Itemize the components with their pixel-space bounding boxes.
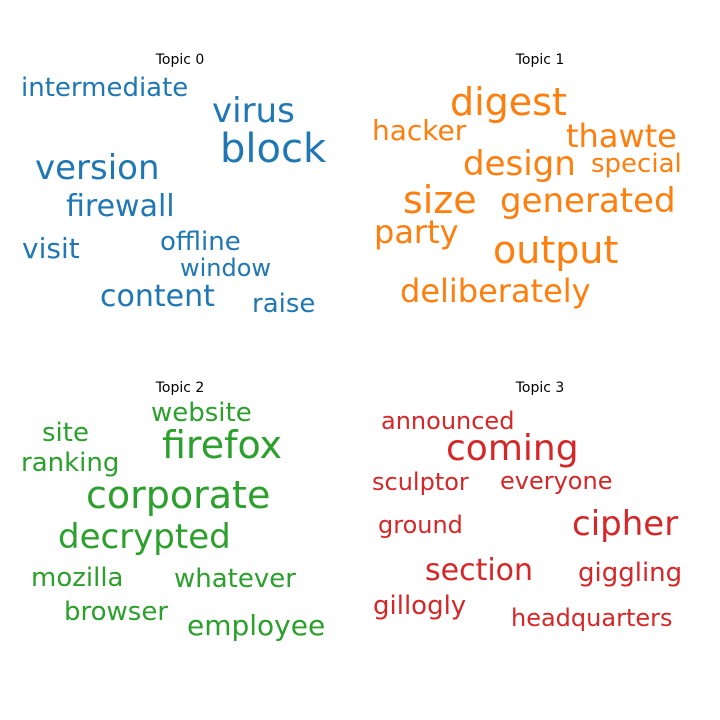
topic-2-word-browser: browser	[64, 597, 169, 627]
topic-2-word-ranking: ranking	[21, 448, 120, 478]
topic-0-word-window: window	[180, 254, 272, 282]
topic-2-title: Topic 2	[155, 380, 205, 396]
topic-3-word-ground: ground	[378, 511, 463, 539]
topic-3-word-everyone: everyone	[500, 467, 613, 495]
topic-0-word-visit: visit	[22, 232, 80, 265]
topic-0-word-firewall: firewall	[66, 189, 175, 224]
topic-1-word-output: output	[493, 228, 619, 272]
topic-0-word-raise: raise	[252, 289, 316, 319]
topic-0-title: Topic 0	[155, 52, 205, 68]
topic-1-panel: Topic 1 digest output size generated des…	[360, 0, 720, 360]
topic-0-word-virus: virus	[212, 91, 295, 131]
topic-3-word-headquarters: headquarters	[511, 604, 673, 632]
topic-1-word-size: size	[403, 178, 477, 222]
topic-0-word-content: content	[100, 279, 215, 314]
topic-2-word-employee: employee	[187, 609, 326, 642]
topic-1-word-thawte: thawte	[566, 117, 677, 155]
topic-0-word-intermediate: intermediate	[21, 73, 189, 103]
topic-3-word-cipher: cipher	[572, 504, 679, 544]
topic-1-word-generated: generated	[500, 181, 676, 221]
topic-2-word-whatever: whatever	[174, 564, 296, 594]
topic-2-word-decrypted: decrypted	[58, 517, 231, 557]
topic-1-word-design: design	[463, 144, 576, 184]
topic-3-title: Topic 3	[515, 380, 565, 396]
topic-2-panel: Topic 2 corporate firefox decrypted what…	[0, 360, 360, 720]
topic-1-word-hacker: hacker	[372, 114, 467, 147]
topic-0-word-block: block	[220, 126, 327, 172]
topic-2-word-website: website	[151, 398, 252, 428]
topic-3-word-coming: coming	[446, 428, 579, 469]
topic-3-panel: Topic 3 coming cipher section sculptor e…	[360, 360, 720, 720]
topic-3-word-sculptor: sculptor	[372, 468, 469, 496]
topic-3-word-giggling: giggling	[578, 558, 683, 588]
topic-1-word-deliberately: deliberately	[400, 272, 591, 310]
topic-1-word-party: party	[374, 213, 459, 251]
topic-2-word-mozilla: mozilla	[31, 563, 124, 593]
topic-1-word-digest: digest	[450, 80, 567, 124]
topic-2-word-corporate: corporate	[86, 473, 271, 517]
topic-0-panel: Topic 0 block virus version intermediate…	[0, 0, 360, 360]
topic-2-word-firefox: firefox	[162, 423, 283, 467]
topic-1-word-special: special	[591, 149, 682, 179]
topic-3-word-announced: announced	[381, 407, 515, 435]
topic-1-title: Topic 1	[515, 52, 565, 68]
topic-0-word-version: version	[35, 148, 160, 188]
topic-2-word-site: site	[42, 418, 89, 448]
topic-0-word-offline: offline	[160, 227, 241, 257]
topic-3-word-gillogly: gillogly	[373, 591, 467, 621]
topic-3-word-section: section	[425, 553, 534, 588]
